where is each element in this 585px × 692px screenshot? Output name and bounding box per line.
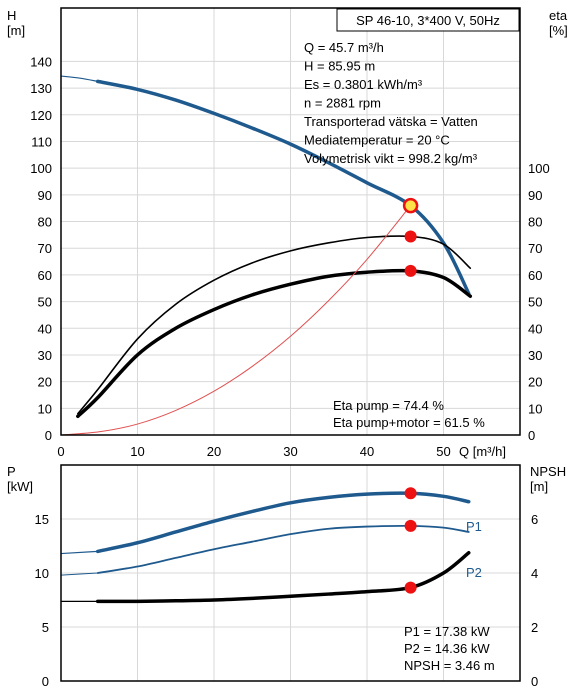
head-curve xyxy=(95,79,471,296)
top-left-tick-label: 130 xyxy=(30,81,52,96)
duty-point-marker xyxy=(402,197,419,214)
x-tick-label: 20 xyxy=(207,444,221,459)
info-line: H = 85.95 m xyxy=(304,59,375,74)
system-curve xyxy=(60,205,412,436)
top-grid xyxy=(61,8,520,436)
bottom-right-axis-title: NPSH [m] xyxy=(530,464,566,494)
p1-duty-point xyxy=(404,487,417,500)
top-left-tick-label: 70 xyxy=(38,241,52,256)
bottom-left-tick-label: 15 xyxy=(35,512,49,527)
eta-pump-curve xyxy=(77,235,472,415)
bottom-right-tick-label: 2 xyxy=(531,620,538,635)
eta-pump-annotation: Eta pump = 74.4 % xyxy=(333,398,444,413)
npsh-curve xyxy=(95,551,471,604)
p1-curve-extension xyxy=(60,550,99,555)
p1-annotation: P1 = 17.38 kW xyxy=(404,624,490,639)
top-right-tick-label: 100 xyxy=(528,161,550,176)
info-line: Transporterad vätska = Vatten xyxy=(304,114,478,129)
top-left-tick-label: 50 xyxy=(38,295,52,310)
top-left-tick-label: 90 xyxy=(38,188,52,203)
info-line: Es = 0.3801 kWh/m³ xyxy=(304,77,423,92)
top-right-tick-label: 80 xyxy=(528,215,542,230)
top-right-axis-title-line1: eta [%] xyxy=(549,8,568,38)
npsh-annotation: NPSH = 3.46 m xyxy=(404,658,495,673)
bottom-right-tick-label: 4 xyxy=(531,566,538,581)
info-line: n = 2881 rpm xyxy=(304,96,381,111)
head-curve-extension xyxy=(60,75,99,82)
eta-pump-motor-point xyxy=(404,264,417,277)
top-right-tick-label: 60 xyxy=(528,268,542,283)
chart-title: SP 46-10, 3*400 V, 50Hz xyxy=(356,13,500,28)
top-right-tick-label: 40 xyxy=(528,321,542,336)
top-left-tick-label: 20 xyxy=(38,375,52,390)
top-right-tick-label: 10 xyxy=(528,401,542,416)
top-left-tick-label: 100 xyxy=(30,161,52,176)
top-left-tick-label: 10 xyxy=(38,401,52,416)
bottom-left-tick-label: 10 xyxy=(35,566,49,581)
top-plot-frame xyxy=(60,7,521,436)
bottom-right-tick-label: 0 xyxy=(531,674,538,689)
p2-series-label: P2 xyxy=(466,565,482,580)
top-left-tick-label: 60 xyxy=(38,268,52,283)
top-left-tick-label: 30 xyxy=(38,348,52,363)
info-line: Q = 45.7 m³/h xyxy=(304,40,384,55)
p2-curve xyxy=(96,524,470,574)
p2-curve-extension xyxy=(60,572,99,576)
top-curves xyxy=(60,75,473,436)
eta-pump-motor-annotation: Eta pump+motor = 61.5 % xyxy=(333,415,485,430)
bottom-curves xyxy=(60,487,471,604)
top-right-tick-label: 20 xyxy=(528,375,542,390)
bottom-left-tick-label: 5 xyxy=(42,620,49,635)
top-right-tick-label: 50 xyxy=(528,295,542,310)
top-left-axis-title-line1: H [m] xyxy=(7,8,25,38)
eta-pump-motor-curve xyxy=(76,268,473,419)
top-left-tick-label: 110 xyxy=(31,134,52,149)
top-left-tick-label: 80 xyxy=(38,215,52,230)
npsh-duty-point xyxy=(404,581,417,594)
p1-curve xyxy=(95,491,471,554)
eta-pump-point xyxy=(404,230,417,243)
top-right-tick-label: 70 xyxy=(528,241,542,256)
bottom-right-tick-label: 6 xyxy=(531,512,538,527)
top-right-tick-label: 30 xyxy=(528,348,542,363)
x-tick-label: 40 xyxy=(360,444,374,459)
p2-duty-point xyxy=(404,519,417,532)
top-right-tick-label: 0 xyxy=(528,428,535,443)
p1-series-label: P1 xyxy=(466,519,482,534)
top-left-tick-label: 140 xyxy=(30,54,52,69)
bottom-left-axis-title: P [kW] xyxy=(7,464,33,494)
bottom-left-tick-label: 0 xyxy=(42,674,49,689)
x-tick-label: 10 xyxy=(130,444,144,459)
x-tick-label: 30 xyxy=(283,444,297,459)
bottom-plot-frame xyxy=(60,464,521,682)
info-line: Volymetrisk vikt = 998.2 kg/m³ xyxy=(304,151,478,166)
top-left-tick-label: 0 xyxy=(45,428,52,443)
top-left-tick-label: 120 xyxy=(30,108,52,123)
p2-annotation: P2 = 14.36 kW xyxy=(404,641,490,656)
x-tick-label: 0 xyxy=(57,444,64,459)
info-line: Mediatemperatur = 20 °C xyxy=(304,133,450,148)
x-axis-title: Q [m³/h] xyxy=(459,444,506,459)
tick-labels: 0 10 20 30 40 5001020304050607080901001101201… xyxy=(30,54,549,689)
top-left-tick-label: 40 xyxy=(38,321,52,336)
title-box xyxy=(336,8,520,32)
x-tick-label: 50 xyxy=(436,444,450,459)
operating-point-info: Q = 45.7 m³/h H = 85.95 m Es = 0.3801 kWh/… xyxy=(304,40,478,166)
top-right-tick-label: 90 xyxy=(528,188,542,203)
